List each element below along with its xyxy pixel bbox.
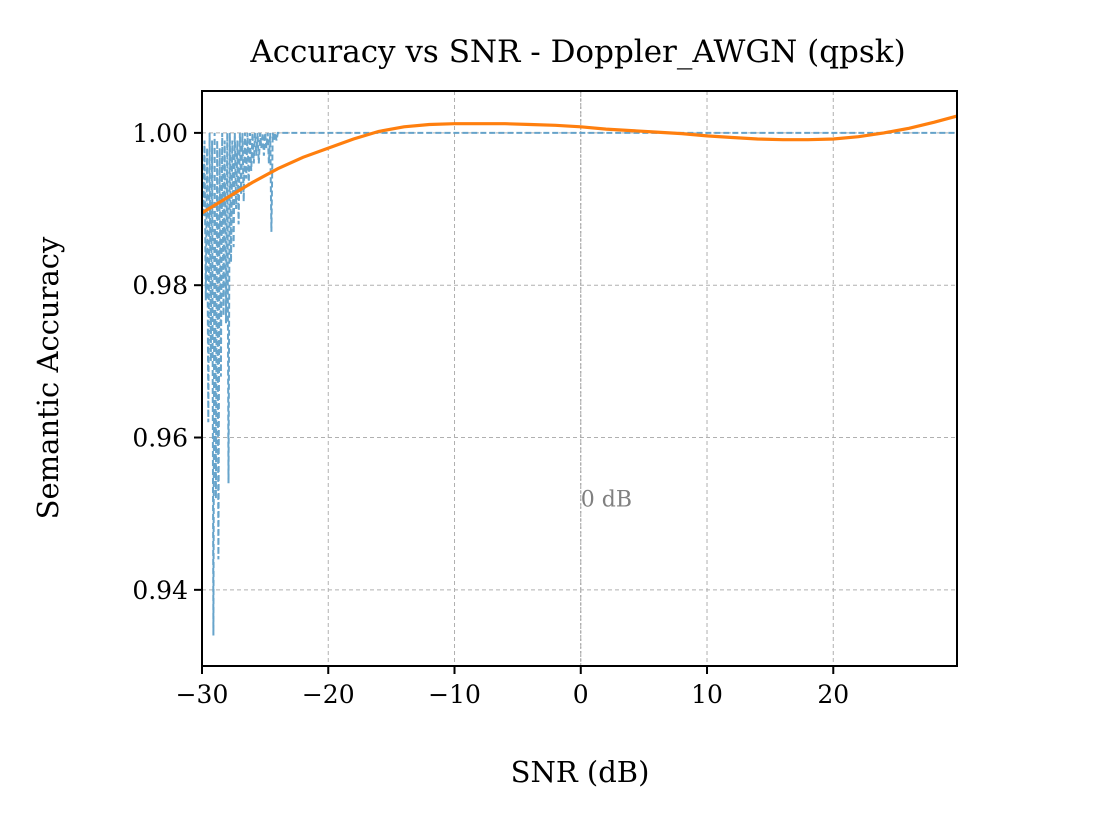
x-tick-label: 10 (691, 680, 723, 709)
series-layer (201, 114, 958, 636)
plot-frame (201, 90, 958, 667)
x-tick-label: −20 (302, 680, 355, 709)
x-tick-label: 20 (817, 680, 849, 709)
accuracy-series-line (201, 131, 957, 636)
y-axis-label: Semantic Accuracy (31, 236, 65, 519)
y-tick-label: 0.96 (132, 424, 188, 453)
annotation-layer: 0 dB (581, 487, 632, 512)
tick-layer: −30 −20 −10 0 10 20 0.94 0.96 0.98 1.00 (132, 119, 849, 709)
y-tick-label: 0.98 (132, 271, 188, 300)
y-tick-label: 1.00 (132, 119, 188, 148)
x-tick-label: −30 (176, 680, 229, 709)
x-axis-label: SNR (dB) (511, 755, 650, 789)
fitted-trend-line (201, 114, 958, 215)
grid-layer (202, 91, 957, 666)
chart-title: Accuracy vs SNR - Doppler_AWGN (qpsk) (249, 34, 905, 70)
y-tick-label: 0.94 (132, 576, 188, 605)
zero-db-annotation: 0 dB (581, 487, 632, 512)
x-tick-label: 0 (573, 680, 589, 709)
x-tick-label: −10 (428, 680, 481, 709)
